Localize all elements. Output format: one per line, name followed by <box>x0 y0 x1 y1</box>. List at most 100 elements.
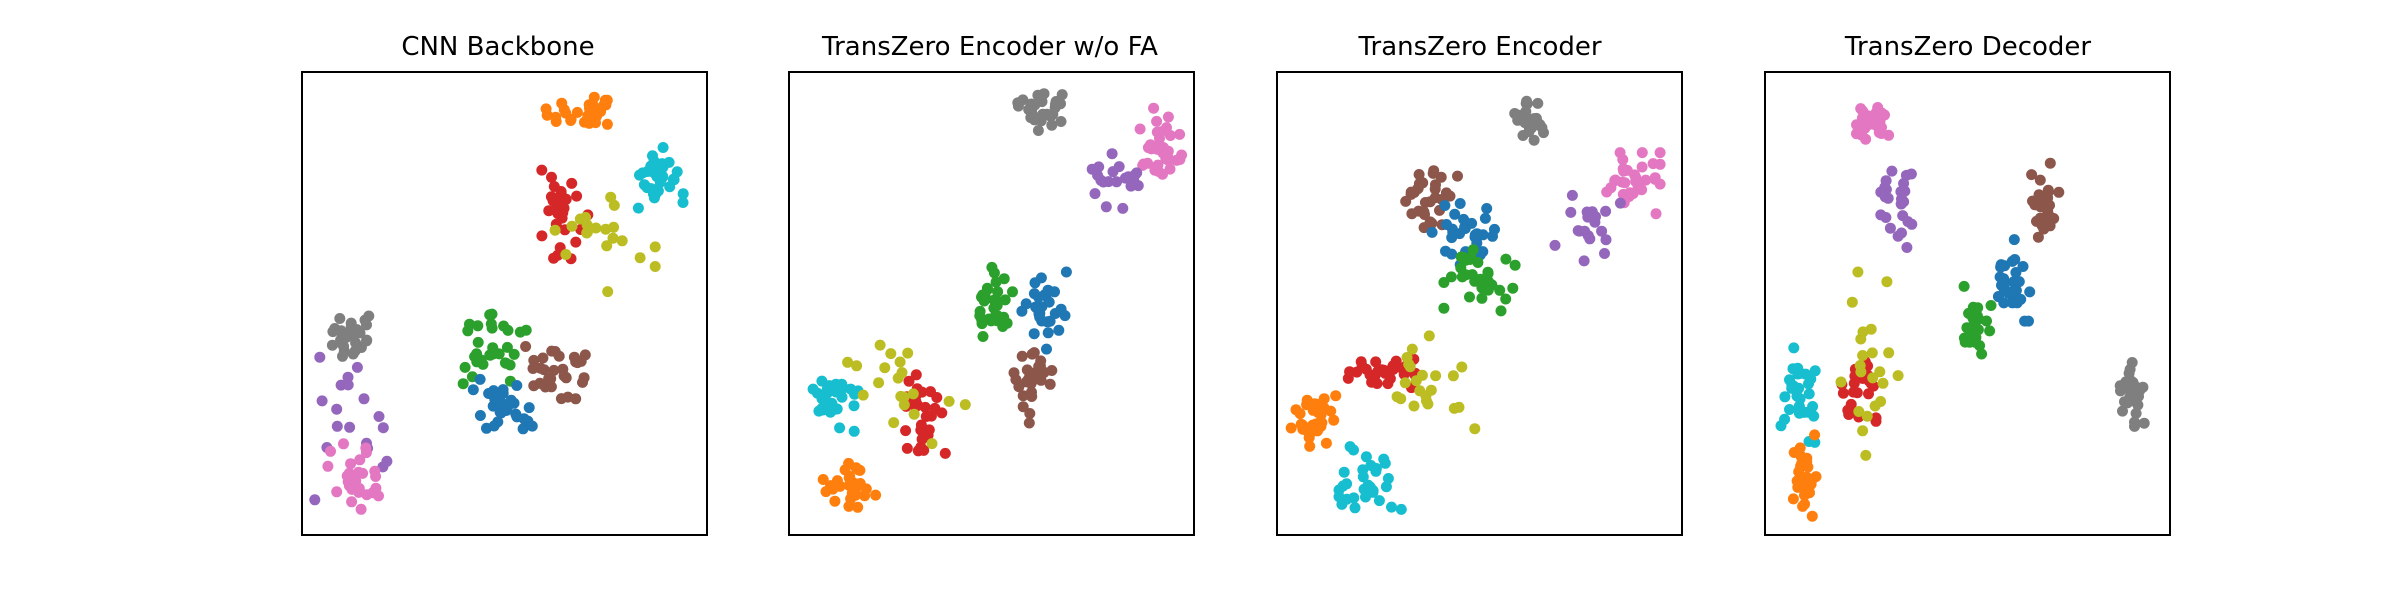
scatter-point-purple <box>1906 218 1918 230</box>
scatter-point-olive <box>1448 402 1460 414</box>
scatter-point-cyan <box>637 167 649 179</box>
scatter-point-brown <box>520 341 532 352</box>
scatter-point-brown <box>1016 350 1028 362</box>
scatter-point-pink <box>355 503 367 515</box>
panel-4-points <box>1775 102 2150 522</box>
scatter-point-green <box>1476 292 1488 304</box>
scatter-point-blue <box>1042 327 1054 339</box>
scatter-point-cyan <box>1787 363 1799 375</box>
panel-1-frame <box>301 71 708 536</box>
scatter-point-orange <box>600 99 612 111</box>
scatter-point-red <box>543 205 555 217</box>
scatter-point-brown <box>1430 179 1441 191</box>
scatter-point-green <box>1494 284 1506 296</box>
scatter-point-blue <box>474 410 486 421</box>
scatter-point-olive <box>1866 347 1878 359</box>
scatter-point-cyan <box>1344 441 1356 453</box>
scatter-point-orange <box>1320 437 1332 449</box>
scatter-point-red <box>548 252 560 264</box>
scatter-point-red <box>560 193 572 205</box>
scatter-point-purple <box>351 361 363 373</box>
scatter-point-red <box>931 392 943 403</box>
scatter-point-olive <box>590 222 602 234</box>
scatter-point-blue <box>1049 286 1060 298</box>
scatter-point-green <box>976 318 988 330</box>
scatter-point-green <box>485 318 497 330</box>
scatter-point-blue <box>1998 273 2010 285</box>
scatter-point-blue <box>1028 328 1040 340</box>
scatter-point-gray <box>2132 399 2144 411</box>
scatter-point-brown <box>546 345 558 357</box>
scatter-point-cyan <box>1803 378 1814 390</box>
scatter-point-blue <box>488 420 500 432</box>
scatter-point-purple <box>316 395 328 407</box>
scatter-point-gray <box>2138 417 2150 429</box>
scatter-point-green <box>1001 317 1013 329</box>
scatter-point-blue <box>517 423 529 435</box>
scatter-point-olive <box>607 232 619 244</box>
scatter-point-orange <box>558 104 570 116</box>
scatter-point-blue <box>1466 217 1478 229</box>
scatter-point-blue <box>1471 228 1483 240</box>
scatter-point-gray <box>2130 407 2142 419</box>
scatter-point-cyan <box>667 173 679 185</box>
scatter-point-red <box>900 425 912 437</box>
scatter-point-olive <box>602 286 614 298</box>
scatter-point-green <box>459 361 471 373</box>
scatter-point-olive <box>600 223 612 235</box>
scatter-point-olive <box>1861 410 1873 422</box>
scatter-point-cyan <box>1380 481 1392 493</box>
scatter-point-olive <box>560 249 572 260</box>
scatter-point-red <box>922 429 934 441</box>
scatter-point-olive <box>649 261 661 272</box>
scatter-point-purple <box>1900 169 1912 181</box>
scatter-point-green <box>1984 325 1996 337</box>
scatter-point-blue <box>1055 303 1067 315</box>
scatter-point-gray <box>334 313 346 324</box>
scatter-point-blue <box>2024 286 2036 298</box>
scatter-point-brown <box>1024 408 1036 419</box>
scatter-point-purple <box>1565 206 1577 218</box>
scatter-point-cyan <box>1775 420 1787 432</box>
scatter-point-green <box>1474 273 1486 285</box>
scatter-point-cyan <box>1784 404 1795 415</box>
scatter-point-pink <box>1152 165 1164 177</box>
scatter-point-green <box>1456 271 1468 283</box>
scatter-point-olive <box>908 408 920 420</box>
scatter-point-cyan <box>821 396 833 408</box>
scatter-point-blue <box>2006 255 2018 267</box>
scatter-point-purple <box>1132 180 1144 192</box>
scatter-point-cyan <box>848 425 860 437</box>
scatter-point-green <box>1958 280 1970 292</box>
scatter-point-cyan <box>834 422 846 434</box>
scatter-point-cyan <box>1338 466 1350 478</box>
scatter-point-olive <box>1469 423 1481 435</box>
panel-3-title: TransZero Encoder <box>1357 32 1601 62</box>
scatter-point-blue <box>474 373 486 385</box>
scatter-point-red <box>1870 415 1882 427</box>
scatter-point-cyan <box>1386 501 1397 513</box>
scatter-point-purple <box>1886 165 1898 177</box>
scatter-point-pink <box>1636 147 1648 159</box>
scatter-point-red <box>570 236 582 248</box>
scatter-point-green <box>1438 302 1450 314</box>
scatter-point-gray <box>340 331 352 343</box>
scatter-point-green <box>457 378 469 390</box>
scatter-point-purple <box>1113 161 1125 173</box>
scatter-point-olive <box>873 377 885 389</box>
scatter-point-pink <box>338 438 349 450</box>
scatter-point-blue <box>501 401 513 413</box>
scatter-point-orange <box>1290 404 1302 416</box>
scatter-point-brown <box>1035 374 1047 386</box>
scatter-point-purple <box>1892 230 1904 242</box>
scatter-point-blue <box>1426 226 1438 238</box>
scatter-point-olive <box>1877 377 1889 389</box>
scatter-point-purple <box>1880 212 1892 223</box>
scatter-point-brown <box>1026 391 1038 402</box>
scatter-point-cyan <box>816 375 828 387</box>
scatter-point-orange <box>1303 432 1315 444</box>
scatter-point-brown <box>1028 347 1040 359</box>
scatter-point-brown <box>538 364 550 376</box>
scatter-point-brown <box>1424 216 1436 228</box>
scatter-point-pink <box>1863 118 1875 130</box>
